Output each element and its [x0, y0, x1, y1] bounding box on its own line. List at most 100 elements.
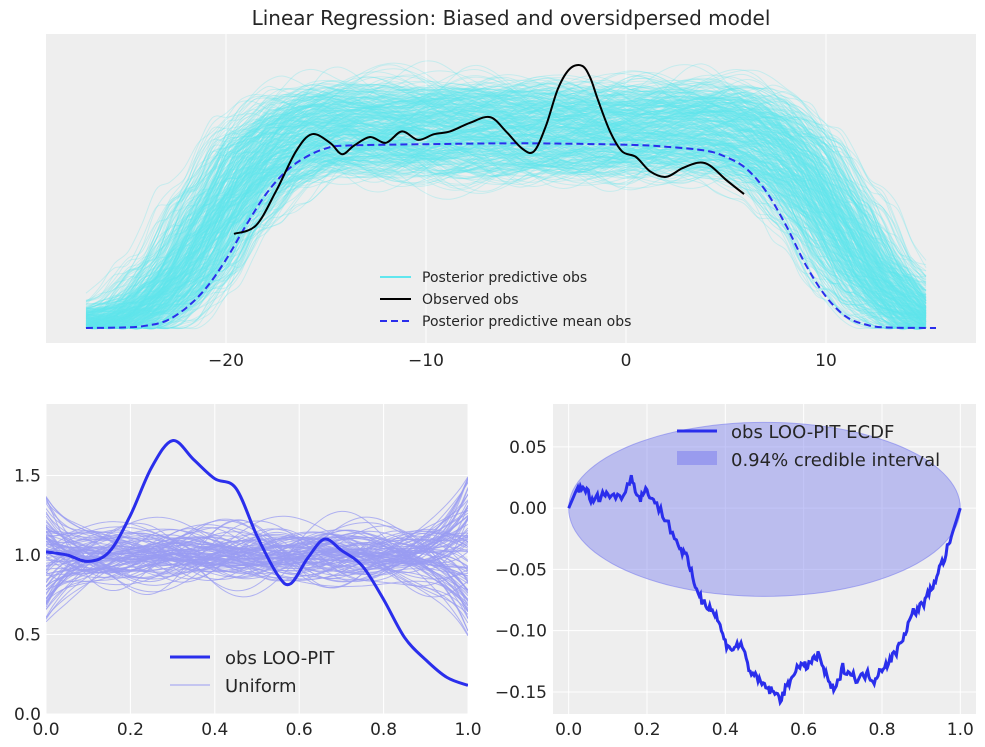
posterior-predictive-sample	[86, 136, 926, 329]
posterior-predictive-sample	[85, 117, 927, 325]
posterior-predictive-sample	[86, 111, 927, 330]
posterior-predictive-sample	[85, 105, 927, 328]
posterior-predictive-sample	[85, 125, 927, 330]
posterior-predictive-sample	[85, 75, 927, 324]
posterior-predictive-sample	[85, 121, 927, 328]
br-x-tick-label: 0.8	[868, 720, 895, 740]
posterior-predictive-sample	[85, 121, 927, 330]
posterior-predictive-sample	[85, 91, 927, 327]
posterior-predictive-sample	[85, 64, 927, 318]
posterior-predictive-sample	[86, 140, 926, 329]
posterior-predictive-sample	[85, 125, 927, 317]
posterior-predictive-sample	[85, 111, 927, 329]
posterior-predictive-sample	[85, 135, 926, 329]
posterior-predictive-sample	[85, 94, 927, 329]
posterior-predictive-sample	[85, 113, 927, 325]
posterior-predictive-sample	[85, 101, 927, 324]
posterior-predictive-sample	[85, 84, 927, 324]
posterior-predictive-sample	[85, 139, 927, 329]
posterior-predictive-sample	[85, 77, 927, 326]
posterior-predictive-sample	[85, 125, 927, 325]
uniform-sample-line	[46, 532, 468, 575]
posterior-predictive-sample	[85, 82, 926, 329]
posterior-predictive-sample	[86, 97, 927, 329]
posterior-predictive-sample	[85, 97, 927, 325]
legend-label-ecdf: obs LOO-PIT ECDF	[731, 422, 894, 443]
posterior-predictive-sample	[85, 81, 927, 312]
posterior-predictive-sample	[86, 122, 927, 330]
posterior-predictive-sample	[85, 117, 927, 326]
posterior-predictive-sample	[85, 102, 927, 329]
posterior-predictive-sample	[86, 125, 926, 329]
bl-x-tick-labels: 0.0 0.2 0.4 0.6 0.8 1.0	[32, 720, 481, 740]
posterior-predictive-sample	[85, 139, 926, 329]
posterior-predictive-sample	[86, 104, 927, 329]
posterior-predictive-sample	[85, 136, 927, 318]
posterior-predictive-sample	[85, 79, 927, 329]
posterior-predictive-sample	[85, 88, 927, 330]
br-legend: obs LOO-PIT ECDF 0.94% credible interval	[677, 422, 940, 471]
posterior-predictive-sample	[85, 149, 927, 325]
posterior-predictive-sample	[85, 68, 927, 314]
bl-x-tick-label: 0.2	[117, 720, 144, 740]
posterior-predictive-sample	[85, 102, 927, 329]
posterior-predictive-sample	[85, 132, 927, 318]
posterior-predictive-sample	[85, 105, 927, 323]
posterior-predictive-sample	[85, 108, 927, 329]
br-x-tick-label: 0.0	[555, 720, 582, 740]
br-y-tick-label: 0.05	[509, 438, 547, 458]
posterior-predictive-sample	[85, 117, 927, 329]
posterior-predictive-sample	[86, 84, 927, 329]
posterior-predictive-sample	[85, 134, 927, 329]
posterior-predictive-sample	[85, 68, 927, 318]
posterior-predictive-sample	[85, 120, 927, 329]
posterior-predictive-sample	[85, 79, 927, 329]
posterior-predictive-sample	[85, 121, 927, 329]
posterior-predictive-sample	[85, 104, 927, 329]
posterior-predictive-sample	[85, 97, 927, 329]
posterior-predictive-sample	[86, 79, 927, 329]
posterior-predictive-sample	[86, 85, 927, 329]
posterior-predictive-sample	[85, 113, 927, 329]
loo-pit-line	[46, 439, 468, 687]
posterior-predictive-sample	[85, 115, 927, 319]
posterior-predictive-sample	[85, 89, 927, 329]
posterior-predictive-sample	[86, 140, 927, 329]
posterior-predictive-sample	[85, 71, 927, 310]
posterior-predictive-sample	[85, 85, 927, 319]
posterior-predictive-sample	[85, 92, 927, 316]
posterior-predictive-sample	[86, 110, 927, 330]
posterior-predictive-sample	[85, 114, 926, 330]
posterior-predictive-sample	[86, 119, 927, 330]
posterior-predictive-sample	[85, 94, 927, 330]
posterior-predictive-sample	[85, 106, 927, 324]
posterior-predictive-sample	[86, 124, 927, 329]
posterior-predictive-sample	[86, 116, 927, 330]
posterior-predictive-sample	[85, 146, 927, 330]
posterior-predictive-sample	[85, 83, 927, 329]
posterior-predictive-sample	[86, 93, 927, 329]
uniform-sample-line	[46, 532, 468, 587]
posterior-predictive-sample	[85, 121, 927, 329]
posterior-predictive-sample	[85, 149, 927, 329]
posterior-predictive-sample	[86, 144, 927, 330]
posterior-predictive-sample	[86, 125, 927, 329]
legend-label-loo-pit: obs LOO-PIT	[225, 648, 335, 669]
posterior-predictive-sample	[85, 109, 927, 317]
posterior-predictive-sample	[85, 74, 927, 309]
posterior-predictive-sample	[85, 140, 927, 323]
posterior-predictive-sample	[85, 147, 927, 329]
posterior-predictive-sample	[86, 141, 927, 329]
posterior-predictive-sample	[86, 134, 927, 329]
br-x-tick-label: 0.4	[712, 720, 739, 740]
posterior-predictive-sample	[85, 138, 927, 329]
posterior-predictive-sample	[85, 79, 927, 331]
posterior-predictive-sample	[85, 79, 927, 323]
posterior-predictive-sample	[85, 126, 927, 329]
posterior-predictive-sample	[85, 113, 927, 329]
top-legend: Posterior predictive obs Observed obs Po…	[380, 270, 631, 330]
posterior-predictive-sample	[85, 146, 927, 329]
bl-y-tick-label: 1.5	[14, 467, 41, 487]
posterior-predictive-sample	[86, 109, 927, 330]
